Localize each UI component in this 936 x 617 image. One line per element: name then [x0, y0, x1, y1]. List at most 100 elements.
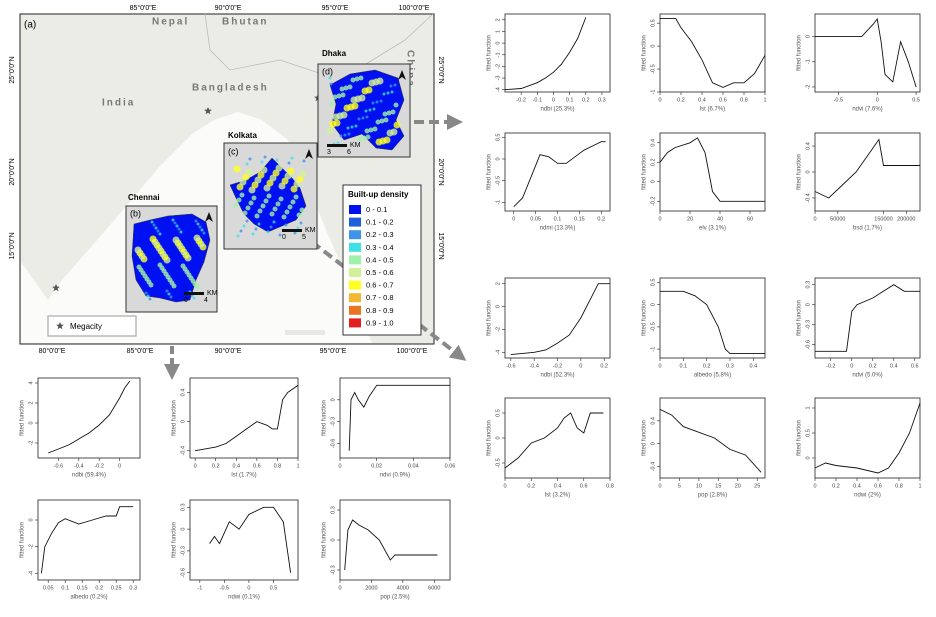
y-tick-label: -0.5 — [650, 64, 656, 73]
plot-frame — [814, 277, 921, 359]
y-tick-label: 0.3 — [330, 506, 336, 514]
density-patch — [158, 232, 162, 236]
density-patch — [239, 229, 243, 233]
density-patch — [332, 94, 338, 100]
x-axis-label: ndmi (13.3%) — [540, 226, 576, 232]
x-axis-label: bsd (1.7%) — [853, 226, 882, 232]
density-patch — [383, 117, 389, 123]
x-tick-label: 4000 — [397, 585, 409, 591]
y-tick-label: -0.5 — [650, 322, 656, 331]
density-patch — [278, 196, 284, 202]
x-tick-label: 0.6 — [874, 483, 882, 489]
y-tick-label: -2 — [805, 85, 811, 90]
density-patch — [284, 209, 290, 215]
density-patch — [365, 134, 371, 140]
density-patch — [339, 134, 343, 138]
density-patch — [382, 92, 386, 96]
x-tick-label: -0.2 — [826, 363, 835, 369]
y-tick-label: 0 — [330, 398, 336, 401]
x-tick-label: 0.3 — [129, 585, 137, 591]
north-arrow — [398, 70, 406, 80]
y-tick-label: 0.3 — [180, 503, 186, 511]
density-patch — [260, 203, 266, 209]
pd-curve — [348, 384, 450, 451]
x-tick-label: 0.2 — [703, 363, 711, 369]
y-tick-label: -0.2 — [650, 197, 656, 206]
density-patch — [245, 168, 253, 176]
legend-label: 0.6 - 0.7 — [366, 281, 394, 290]
x-tick-label: 150000 — [874, 216, 892, 222]
y-axis-label: fitted function — [322, 400, 328, 436]
x-tick-label: 0.02 — [371, 463, 382, 469]
legend-label: 0 - 0.1 — [366, 205, 387, 214]
scale-bar — [282, 229, 302, 232]
y-axis-label: fitted function — [642, 154, 648, 190]
density-patch — [351, 102, 359, 110]
megacity-star — [52, 284, 60, 292]
density-patch — [329, 82, 333, 86]
density-patch — [272, 206, 278, 212]
pd-curve — [660, 18, 766, 88]
x-tick-label: 0 — [813, 483, 816, 489]
density-patch — [350, 77, 356, 83]
density-patch — [278, 233, 282, 237]
density-patch — [156, 229, 160, 233]
x-tick-label: 0 — [658, 483, 661, 489]
density-patch — [287, 167, 295, 175]
x-tick-label: 1 — [296, 463, 299, 469]
density-patch — [173, 221, 177, 225]
density-patch — [177, 227, 181, 231]
x-tick-label: -0.4 — [529, 363, 538, 369]
x-tick-label: 0 — [658, 363, 661, 369]
x-tick-label: 0 — [813, 216, 816, 222]
x-tick-label: 0.2 — [212, 463, 220, 469]
y-tick-label: 0 — [495, 157, 501, 160]
y-tick-label: -0.3 — [805, 320, 811, 329]
scale-unit: KM — [350, 142, 361, 149]
x-axis-label: lst (1.7%) — [231, 473, 256, 479]
density-patch — [357, 117, 361, 121]
pd-curve — [344, 519, 438, 571]
density-patch — [284, 223, 288, 227]
y-axis-label: fitted function — [642, 35, 648, 71]
density-patch — [146, 294, 150, 298]
y-tick-label: 0 — [650, 45, 656, 48]
y-tick-label: -0.3 — [330, 565, 336, 574]
density-patch — [383, 136, 391, 144]
density-patch — [148, 297, 152, 301]
legend-swatch — [349, 217, 361, 227]
pd-curve — [659, 408, 762, 473]
density-patch — [167, 292, 171, 296]
x-axis-label: elv (3.1%) — [699, 226, 726, 232]
x-tick-label: 0 — [658, 97, 661, 103]
density-patch — [336, 141, 340, 145]
x-tick-label: 0 — [503, 483, 506, 489]
legend-label: 0.2 - 0.3 — [366, 230, 394, 239]
y-axis-label: fitted function — [487, 420, 493, 456]
country-label: India — [102, 98, 135, 109]
x-tick-label: 0 — [579, 363, 582, 369]
x-tick-label: 50000 — [830, 216, 845, 222]
y-tick-label: 0.5 — [650, 19, 656, 27]
megacity-star — [204, 107, 212, 115]
x-tick-label: 0.15 — [574, 216, 585, 222]
density-patch — [376, 77, 384, 85]
plot-frame — [814, 397, 921, 479]
north-arrow — [305, 149, 313, 159]
density-patch — [165, 289, 169, 293]
density-patch — [260, 160, 264, 164]
density-patch — [364, 109, 368, 113]
density-patch — [236, 197, 242, 203]
y-tick-label: -0.4 — [180, 446, 186, 455]
inset-label: (d) — [322, 66, 333, 76]
x-tick-label: 0.4 — [890, 363, 898, 369]
pd-curve — [504, 412, 604, 469]
density-patch — [354, 76, 360, 82]
plot-frame — [37, 377, 141, 459]
density-patch — [328, 76, 332, 80]
density-patch — [336, 93, 342, 99]
plot-frame — [659, 13, 766, 93]
legend-swatch — [349, 205, 361, 214]
legend-swatch — [349, 242, 361, 252]
